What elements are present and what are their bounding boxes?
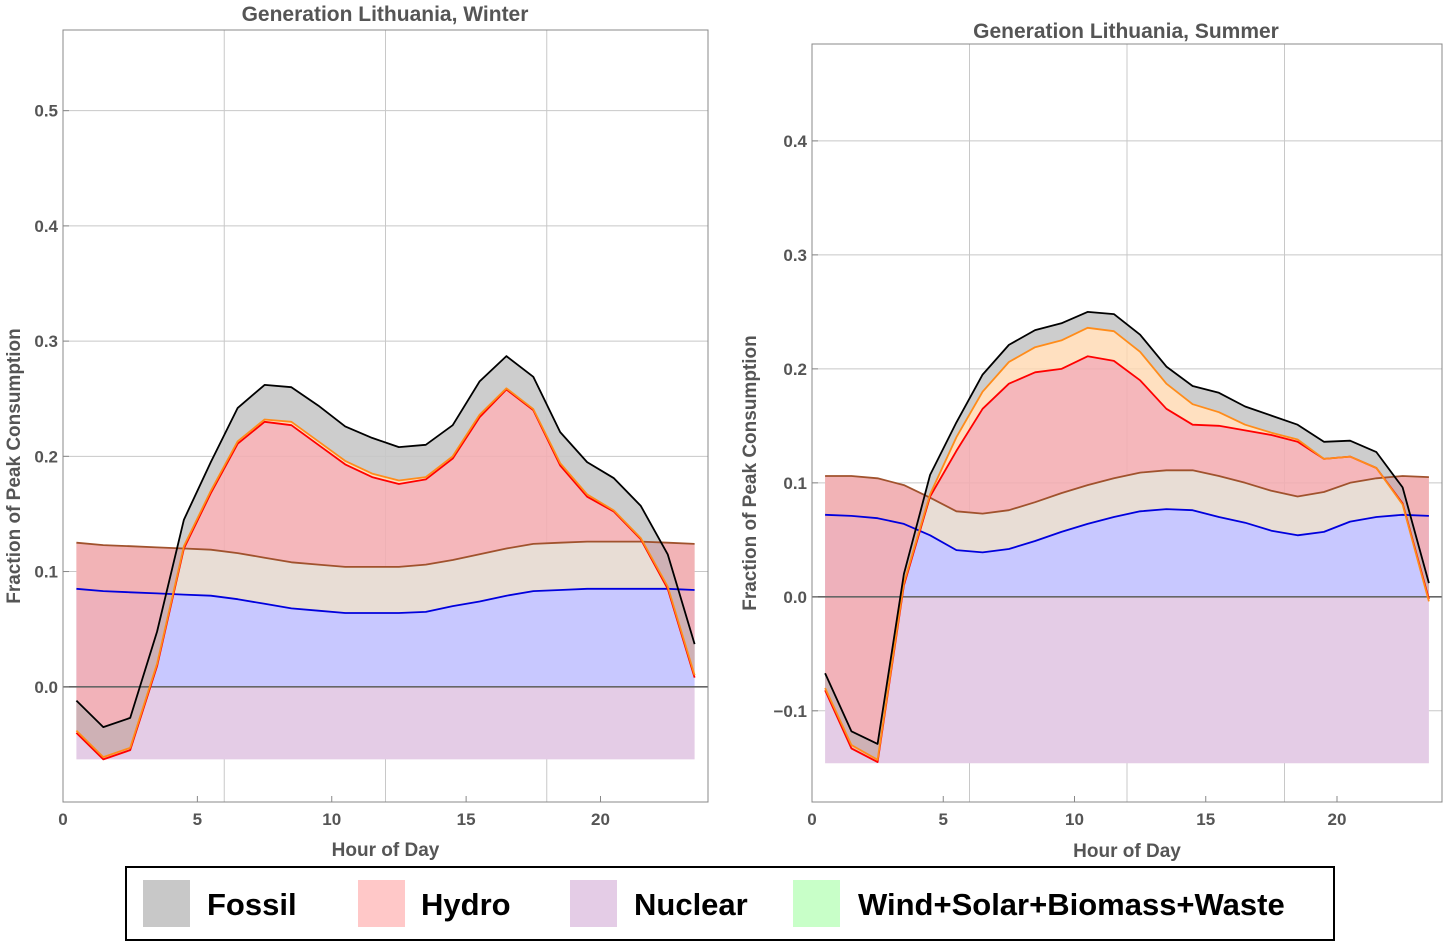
x-axis-label: Hour of Day	[1073, 841, 1181, 862]
black-line	[75, 355, 696, 728]
x-tick-label: 20	[1328, 810, 1347, 829]
legend-label: Hydro	[421, 887, 511, 922]
blue-line	[76, 587, 695, 614]
y-tick-label: 0.5	[34, 102, 58, 121]
x-tick-label: 10	[322, 810, 341, 829]
legend-item: Fossil	[143, 880, 297, 927]
blue-band-area	[825, 509, 1429, 597]
series-lines	[75, 355, 696, 761]
blue-band-area	[76, 588, 695, 687]
y-tick-label: 0.2	[34, 447, 58, 466]
plot-frame	[62, 29, 709, 803]
x-axis-label: Hour of Day	[332, 840, 440, 861]
nuclear-area	[76, 686, 695, 760]
legend-swatch	[143, 880, 190, 927]
brown-line	[76, 540, 695, 568]
x-tick-label: 5	[193, 810, 202, 829]
legend: Fossil Hydro Nuclear Wind+Solar+Biomass+Was…	[125, 866, 1335, 941]
area-fills	[825, 311, 1429, 764]
x-tick-label: 15	[1196, 810, 1215, 829]
plot-frame	[811, 43, 1443, 803]
fossil-area	[76, 356, 695, 758]
brown-line	[825, 469, 1429, 515]
overlap-area	[76, 389, 695, 760]
legend-item: Wind+Solar+Biomass+Waste	[793, 880, 1285, 927]
y-axis: −0.1 0.0 0.1 0.2 0.3 0.4	[773, 132, 818, 721]
legend-label: Fossil	[207, 887, 297, 922]
y-axis-label: Fraction of Peak Consumption	[4, 328, 25, 604]
hydro-area	[76, 389, 695, 760]
y-tick-label: 0.3	[34, 332, 58, 351]
chart-title: Generation Lithuania, Winter	[242, 3, 529, 26]
x-axis: 0 5 10 15 20	[807, 796, 1346, 829]
legend-item: Hydro	[358, 880, 511, 927]
y-tick-label: 0.1	[34, 563, 58, 582]
legend-label: Nuclear	[634, 887, 748, 922]
x-axis: 0 5 10 15 20	[58, 796, 610, 829]
orange-line	[75, 387, 696, 758]
y-tick-label: −0.1	[773, 702, 807, 721]
area-fills	[76, 356, 695, 760]
y-tick-label: 0.4	[783, 132, 807, 151]
legend-box	[125, 866, 1335, 941]
y-tick-label: 0.4	[34, 217, 58, 236]
chart-title: Generation Lithuania, Summer	[973, 20, 1279, 43]
legend-label: Wind+Solar+Biomass+Waste	[858, 887, 1285, 922]
y-tick-label: 0.0	[783, 588, 807, 607]
x-tick-label: 20	[591, 810, 610, 829]
blue-line	[825, 508, 1429, 554]
legend-item: Nuclear	[570, 880, 748, 927]
x-tick-label: 5	[939, 810, 948, 829]
hydro-area	[825, 356, 1429, 763]
nuclear-area	[825, 596, 1429, 764]
y-tick-label: 0.0	[34, 678, 58, 697]
series-lines	[824, 311, 1430, 763]
y-axis-label: Fraction of Peak Consumption	[740, 335, 761, 611]
x-tick-label: 10	[1065, 810, 1084, 829]
orange-line	[824, 326, 1430, 761]
legend-swatch	[793, 880, 840, 927]
y-tick-label: 0.2	[783, 360, 807, 379]
overlap-area	[825, 356, 1429, 763]
x-tick-label: 0	[58, 810, 67, 829]
x-tick-label: 15	[457, 810, 476, 829]
x-tick-label: 0	[807, 810, 816, 829]
tan-band-area	[825, 470, 1429, 553]
tan-band-area	[76, 541, 695, 613]
legend-swatch	[358, 880, 405, 927]
y-tick-label: 0.3	[783, 246, 807, 265]
y-axis: 0.0 0.1 0.2 0.3 0.4 0.5	[34, 102, 69, 697]
y-tick-label: 0.1	[783, 474, 807, 493]
chart-summer: 0 5 10 15 20 −0.1 0.0 0.1 0.2 0.3 0.4 Generation Li…	[740, 20, 1443, 862]
fossil-area	[825, 311, 1429, 760]
chart-winter: 0 5 10 15 20 0.0 0.1 0.2 0.3 0.4 0.5 Generation Lit…	[4, 3, 709, 861]
black-line	[824, 311, 1430, 745]
legend-swatch	[570, 880, 617, 927]
